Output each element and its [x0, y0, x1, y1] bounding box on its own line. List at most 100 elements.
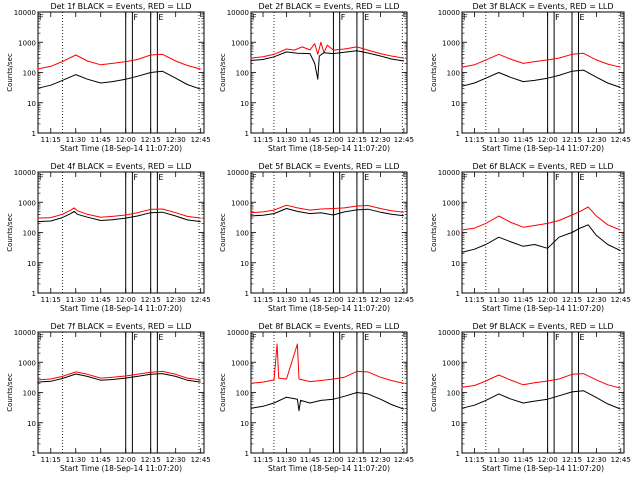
- corner-marker: F: [39, 173, 44, 182]
- x-axis-label: Start Time (18-Sep-14 11:07:20): [268, 144, 390, 153]
- y-tick-label: 10000: [14, 169, 36, 177]
- series-lld-red: [250, 343, 405, 384]
- x-tick-label: 12:00: [538, 456, 558, 464]
- corner-marker: F: [252, 333, 257, 342]
- series-lld-red: [250, 204, 404, 214]
- x-axis-label: Start Time (18-Sep-14 11:07:20): [60, 304, 182, 313]
- plot-frame: [250, 331, 408, 454]
- x-tick-label: 12:30: [166, 136, 186, 144]
- y-tick-label: 10000: [14, 9, 36, 17]
- y-tick-label: 1: [245, 290, 249, 298]
- y-tick-label: 10: [451, 100, 460, 108]
- x-tick-label: 12:45: [611, 136, 631, 144]
- corner-marker: F: [252, 13, 257, 22]
- x-tick-label: 12:45: [394, 136, 414, 144]
- x-tick-label: 12:45: [191, 456, 211, 464]
- panel-title: Det 8f BLACK = Events, RED = LLD: [258, 322, 399, 331]
- panel-title: Det 1f BLACK = Events, RED = LLD: [50, 2, 191, 11]
- plot-frame: [461, 331, 625, 454]
- interval-marker: F: [555, 333, 560, 342]
- interval-marker: F: [133, 333, 138, 342]
- panel-title: Det 6f BLACK = Events, RED = LLD: [472, 162, 613, 171]
- x-axis-label: Start Time (18-Sep-14 11:07:20): [268, 464, 390, 473]
- y-tick-label: 100: [236, 70, 249, 78]
- series-events-black: [461, 224, 621, 253]
- y-axis-label: Counts/sec: [6, 213, 14, 252]
- y-axis-label: Counts/sec: [430, 213, 438, 252]
- x-tick-label: 12:30: [586, 296, 606, 304]
- x-tick-label: 12:15: [141, 296, 161, 304]
- y-tick-label: 10: [451, 420, 460, 428]
- x-tick-label: 11:45: [513, 456, 533, 464]
- panel-title: Det 4f BLACK = Events, RED = LLD: [50, 162, 191, 171]
- x-tick-label: 11:30: [489, 296, 509, 304]
- panel-title: Det 7f BLACK = Events, RED = LLD: [50, 322, 191, 331]
- x-tick-label: 11:45: [300, 136, 320, 144]
- x-axis-label: Start Time (18-Sep-14 11:07:20): [482, 144, 604, 153]
- x-tick-label: 12:45: [191, 296, 211, 304]
- panel-det-1: Det 1f BLACK = Events, RED = LLD 1 10 100 10…: [6, 2, 211, 153]
- interval-marker: E: [364, 173, 369, 182]
- x-tick-label: 11:15: [464, 456, 484, 464]
- x-tick-label: 12:45: [611, 456, 631, 464]
- x-tick-label: 12:30: [370, 136, 390, 144]
- plot-frame: [250, 171, 408, 294]
- y-tick-label: 1: [456, 130, 460, 138]
- panel-det-4: Det 4f BLACK = Events, RED = LLD 1 10 100 10…: [6, 162, 211, 313]
- panel-det-2: Det 2f BLACK = Events, RED = LLD 1 10 100 10…: [219, 2, 414, 153]
- x-tick-label: 11:45: [300, 456, 320, 464]
- interval-marker: F: [555, 173, 560, 182]
- y-axis-label: Counts/sec: [219, 53, 227, 92]
- series-events-black: [37, 70, 201, 90]
- y-tick-label: 1: [32, 290, 36, 298]
- y-tick-label: 10: [451, 260, 460, 268]
- series-events-black: [250, 392, 405, 412]
- interval-marker: F: [341, 333, 346, 342]
- y-tick-label: 1: [456, 450, 460, 458]
- series-lld-red: [37, 207, 201, 219]
- y-axis-label: Counts/sec: [219, 213, 227, 252]
- y-tick-label: 10000: [14, 329, 36, 337]
- panel-title: Det 3f BLACK = Events, RED = LLD: [472, 2, 613, 11]
- interval-marker: E: [158, 333, 163, 342]
- x-tick-label: 12:00: [323, 456, 343, 464]
- series-events-black: [37, 373, 201, 383]
- panel-det-7: Det 7f BLACK = Events, RED = LLD 1 10 100 10…: [6, 322, 211, 473]
- x-tick-label: 11:30: [489, 136, 509, 144]
- x-tick-label: 12:45: [191, 136, 211, 144]
- series-events-black: [461, 69, 621, 88]
- y-tick-label: 1: [245, 130, 249, 138]
- x-tick-label: 12:45: [394, 296, 414, 304]
- plot-frame: [37, 11, 205, 134]
- x-tick-label: 11:30: [489, 456, 509, 464]
- y-tick-label: 1000: [18, 359, 36, 367]
- x-tick-label: 11:30: [66, 296, 86, 304]
- y-tick-label: 10000: [227, 329, 249, 337]
- y-tick-label: 100: [23, 70, 36, 78]
- interval-marker: E: [579, 13, 584, 22]
- series-events-black: [37, 210, 201, 223]
- x-tick-label: 12:30: [586, 136, 606, 144]
- y-axis-label: Counts/sec: [219, 373, 227, 412]
- x-tick-label: 11:30: [276, 456, 296, 464]
- y-tick-label: 1000: [442, 359, 460, 367]
- plot-frame: [461, 11, 625, 134]
- x-tick-label: 11:45: [91, 456, 111, 464]
- x-tick-label: 11:45: [513, 136, 533, 144]
- y-axis-label: Counts/sec: [430, 373, 438, 412]
- x-tick-label: 12:15: [141, 456, 161, 464]
- plot-frame: [37, 331, 205, 454]
- x-tick-label: 11:15: [253, 296, 273, 304]
- y-tick-label: 10: [27, 420, 36, 428]
- y-tick-label: 10000: [227, 169, 249, 177]
- interval-marker: E: [579, 173, 584, 182]
- x-tick-label: 11:15: [41, 456, 61, 464]
- x-tick-label: 12:15: [562, 456, 582, 464]
- y-tick-label: 1000: [231, 199, 249, 207]
- series-lld-red: [250, 41, 404, 59]
- series-events-black: [461, 390, 621, 410]
- x-tick-label: 12:00: [538, 296, 558, 304]
- y-tick-label: 1: [456, 290, 460, 298]
- x-axis-label: Start Time (18-Sep-14 11:07:20): [482, 464, 604, 473]
- x-tick-label: 11:15: [41, 296, 61, 304]
